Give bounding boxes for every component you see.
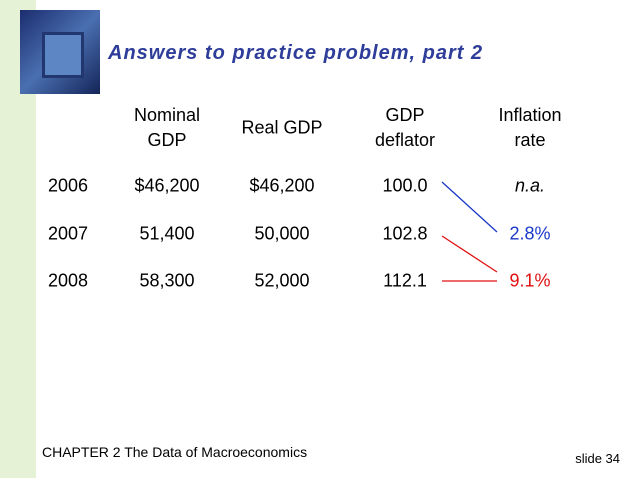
- table-cell: 2.8%: [509, 223, 551, 244]
- slide-title: Answers to practice problem, part 2: [108, 42, 484, 64]
- table-cell: 112.1: [383, 270, 427, 291]
- row-year: 2008: [47, 270, 89, 291]
- row-year: 2006: [47, 175, 89, 196]
- logo: [20, 10, 100, 94]
- blue-connector: [441, 181, 498, 233]
- table-cell: n.a.: [514, 175, 546, 196]
- chapter-footer: CHAPTER 2 The Data of Macroeconomics: [42, 444, 308, 460]
- table-cell: $46,200: [249, 175, 315, 196]
- table-cell: 100.0: [382, 175, 428, 196]
- column-header: GDP deflator: [374, 105, 436, 150]
- table-cell: 9.1%: [509, 270, 551, 291]
- column-header: Nominal GDP: [133, 105, 201, 150]
- column-header: Inflation rate: [498, 105, 562, 150]
- table-cell: $46,200: [134, 175, 200, 196]
- table-cell: 102.8: [382, 223, 428, 244]
- table-cell: 50,000: [254, 223, 310, 244]
- slide-number: slide 34: [575, 451, 620, 466]
- table-cell: 51,400: [139, 223, 195, 244]
- column-header: Real GDP: [241, 117, 323, 138]
- table-cell: 52,000: [254, 270, 310, 291]
- red-connector: [441, 235, 498, 273]
- table-cell: 58,300: [139, 270, 195, 291]
- logo-inner: [42, 32, 84, 78]
- row-year: 2007: [47, 223, 89, 244]
